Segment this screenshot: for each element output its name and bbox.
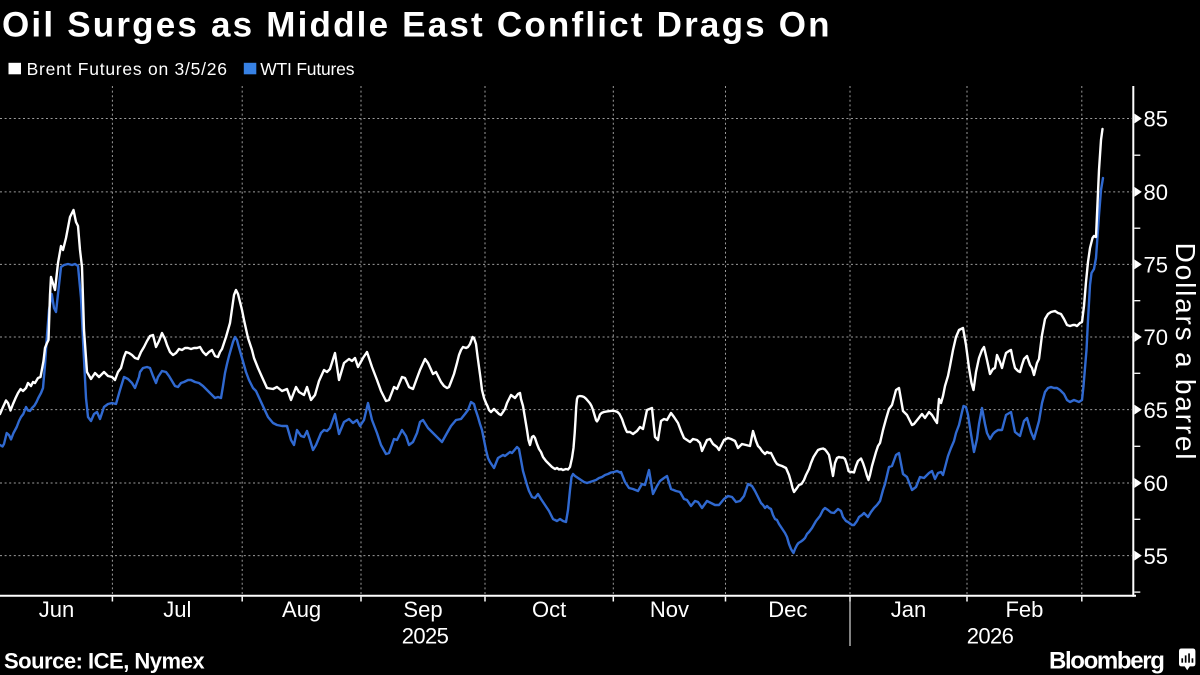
svg-text:WTI Futures: WTI Futures <box>260 59 355 79</box>
svg-text:80: 80 <box>1144 180 1168 205</box>
svg-text:Oil Surges as Middle East Conf: Oil Surges as Middle East Conflict Drags… <box>2 6 832 45</box>
svg-text:Jul: Jul <box>163 597 191 622</box>
svg-text:Sep: Sep <box>403 597 442 622</box>
svg-text:Jan: Jan <box>891 597 926 622</box>
svg-text:65: 65 <box>1144 398 1168 423</box>
svg-text:70: 70 <box>1144 325 1168 350</box>
svg-text:2026: 2026 <box>967 624 1014 649</box>
svg-text:2025: 2025 <box>402 624 449 649</box>
svg-text:85: 85 <box>1144 107 1168 132</box>
svg-text:Aug: Aug <box>282 597 321 622</box>
svg-text:Oct: Oct <box>532 597 566 622</box>
svg-text:Brent Futures on 3/5/26: Brent Futures on 3/5/26 <box>27 59 228 79</box>
svg-text:55: 55 <box>1144 544 1168 569</box>
svg-text:Bloomberg: Bloomberg <box>1049 647 1164 674</box>
svg-text:Source: ICE, Nymex: Source: ICE, Nymex <box>4 649 205 674</box>
svg-text:75: 75 <box>1144 253 1168 278</box>
svg-text:Nov: Nov <box>650 597 689 622</box>
svg-text:60: 60 <box>1144 471 1168 496</box>
svg-text:Dollars a barrel: Dollars a barrel <box>1170 243 1200 462</box>
svg-text:Feb: Feb <box>1005 597 1043 622</box>
svg-text:Dec: Dec <box>768 597 807 622</box>
svg-text:Jun: Jun <box>39 597 74 622</box>
